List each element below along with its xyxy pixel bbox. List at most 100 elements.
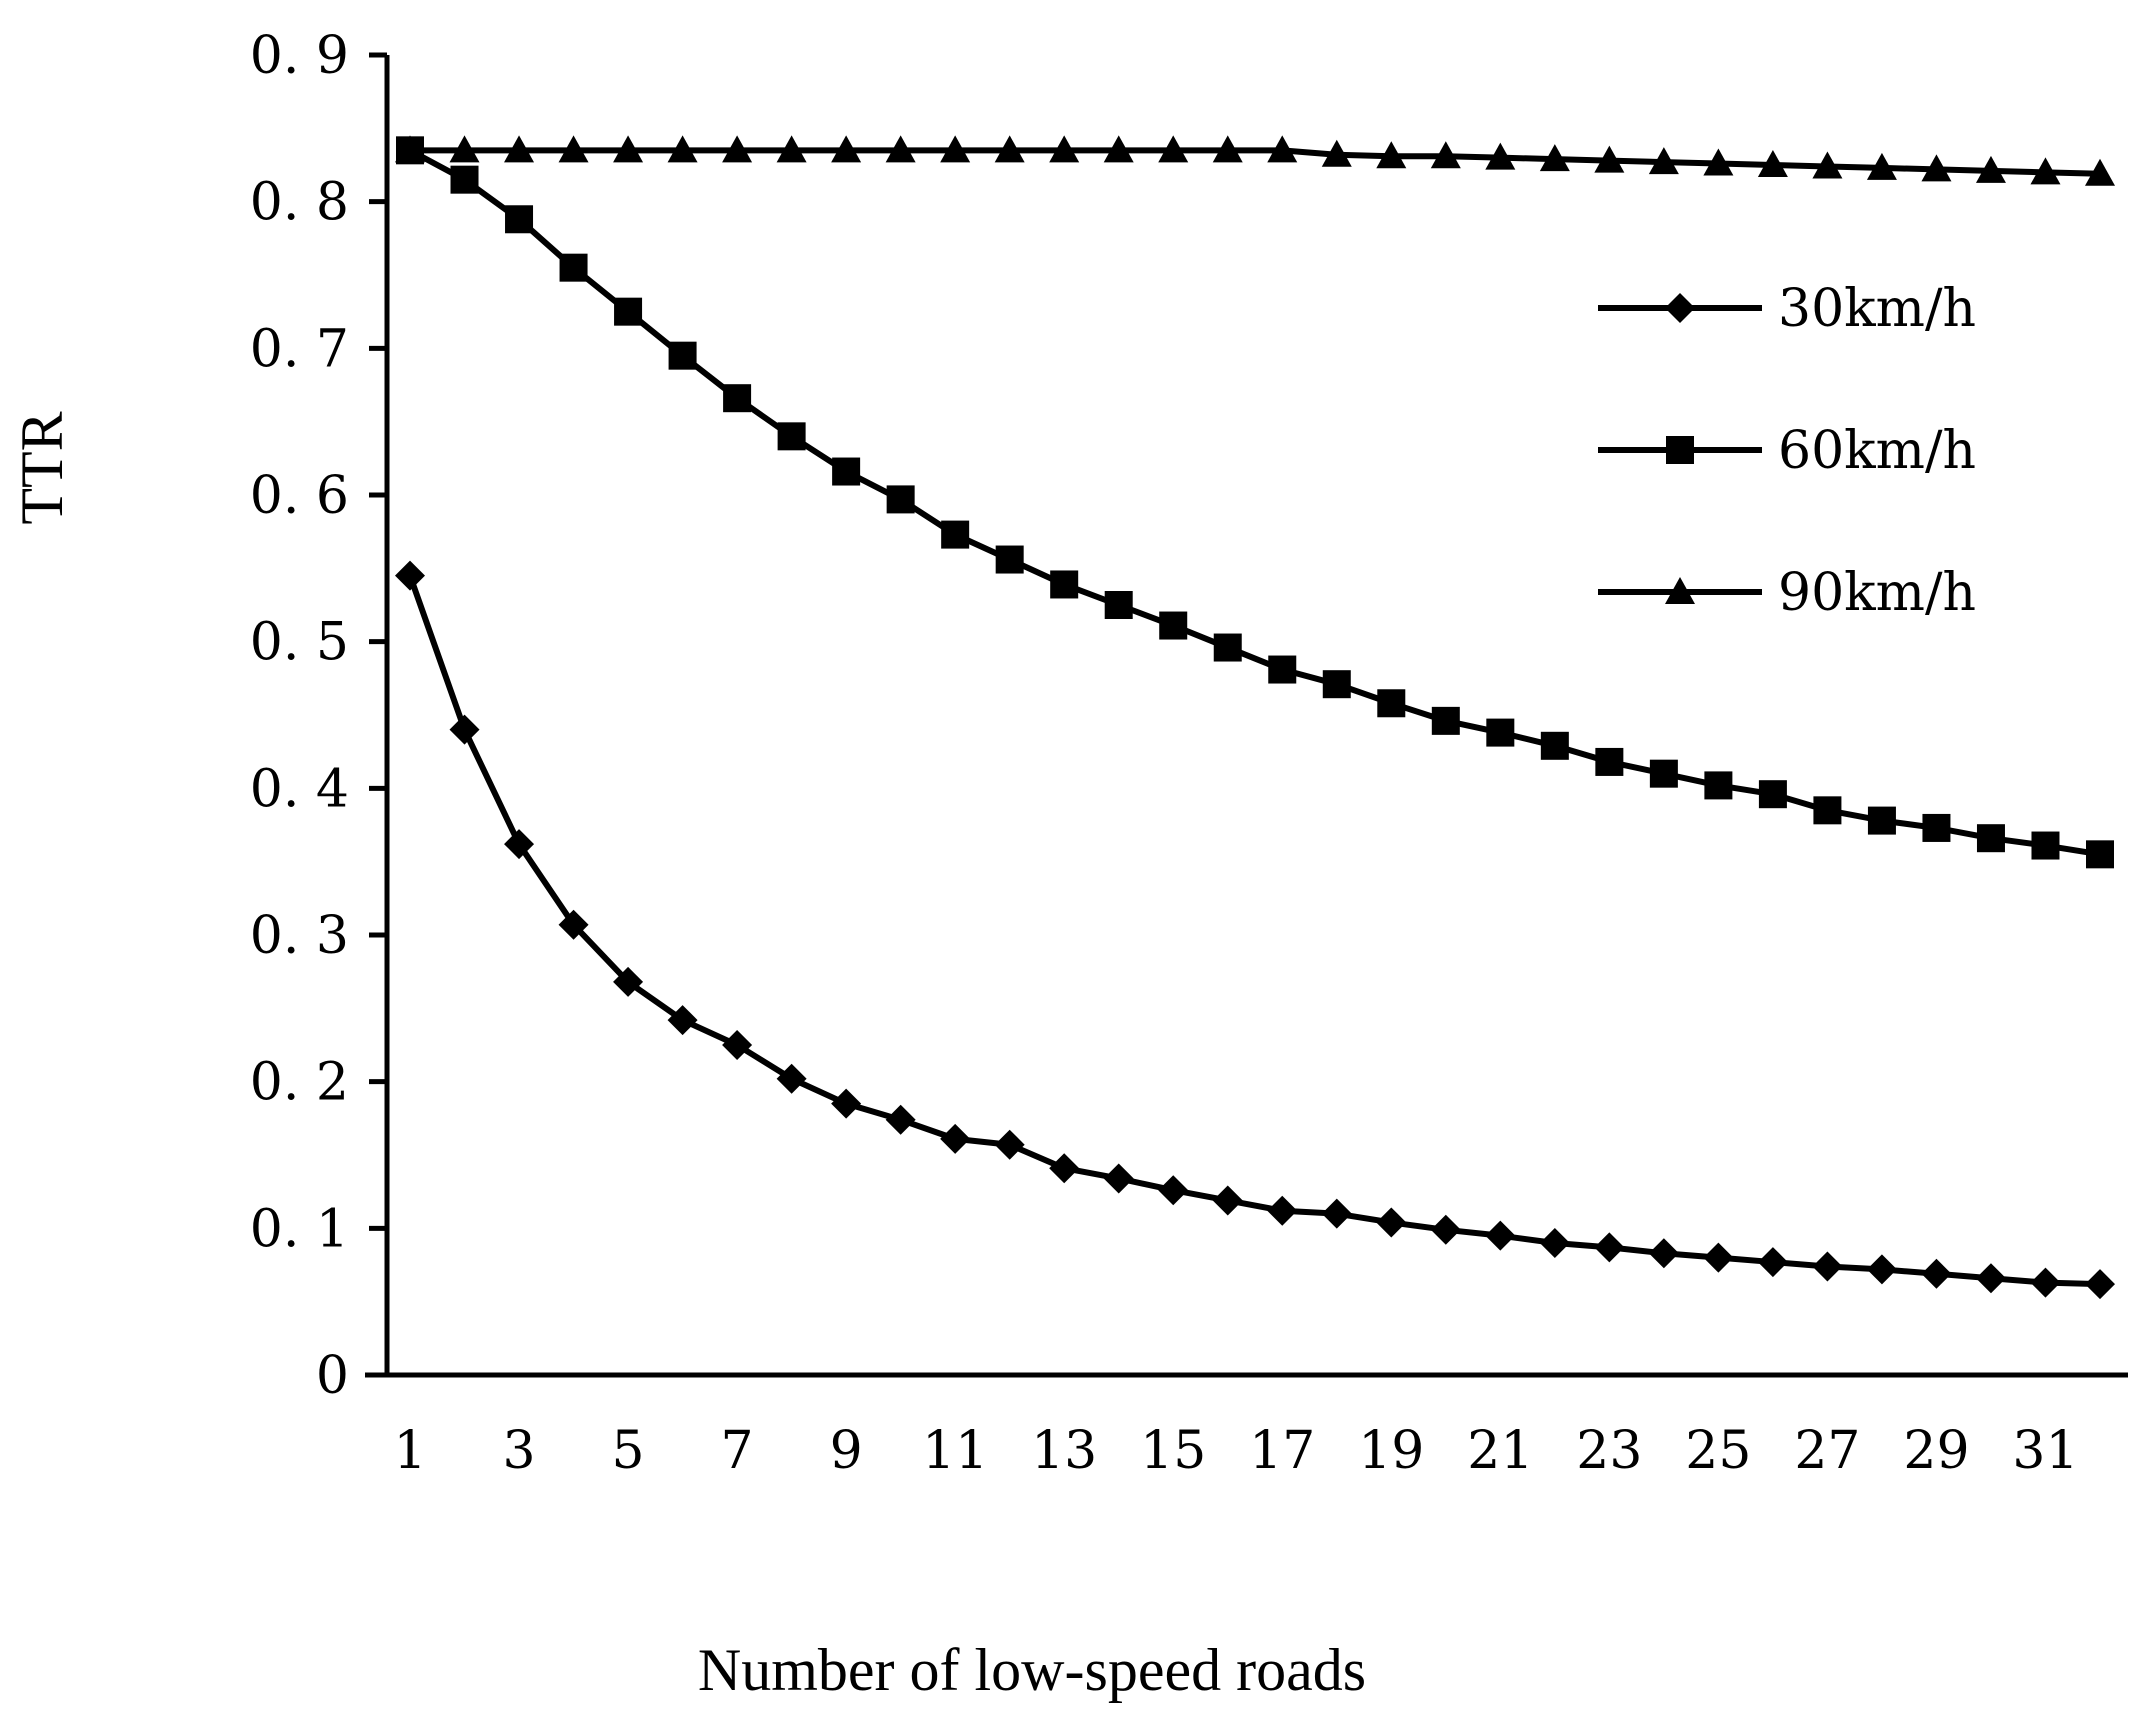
data-point (885, 135, 916, 163)
data-point (1376, 1207, 1407, 1238)
series-line (407, 574, 2101, 1288)
data-point (776, 135, 807, 163)
data-point (1540, 731, 1569, 760)
y-tick-label: 0. 6 (250, 466, 349, 526)
y-axis-ticks: 0 0. 1 0. 2 0. 3 0. 4 0. 5 0. 6 0. 7 0. 8 0. 9 (250, 26, 387, 1406)
data-point (723, 384, 752, 413)
data-point (1103, 1163, 1134, 1194)
data-point (505, 205, 534, 234)
y-tick-label: 0. 8 (250, 173, 349, 233)
x-axis-title: Number of low-speed roads (698, 1637, 1366, 1703)
x-tick-label: 19 (1358, 1421, 1424, 1481)
data-point (1159, 611, 1188, 640)
data-point (1866, 1254, 1897, 1285)
data-point (1485, 1220, 1516, 1251)
y-tick-label: 0. 5 (250, 613, 349, 673)
data-point (1268, 655, 1297, 684)
data-point (777, 422, 806, 451)
data-point (1975, 1263, 2006, 1294)
data-point (1050, 570, 1079, 599)
x-tick-label: 17 (1249, 1421, 1315, 1481)
data-point (1921, 1258, 1952, 1289)
x-tick-label: 21 (1467, 1421, 1533, 1481)
data-point (1649, 759, 1678, 788)
data-point (1213, 633, 1242, 662)
data-point (1648, 147, 1679, 175)
data-point (1595, 747, 1624, 776)
data-point (1486, 718, 1515, 747)
data-point (1703, 148, 1734, 176)
x-tick-label: 1 (393, 1421, 426, 1481)
data-point (2030, 157, 2061, 185)
axes (365, 55, 2128, 1378)
series-30kmh (395, 560, 2115, 1300)
x-tick-label: 3 (502, 1421, 535, 1481)
data-point (1757, 150, 1788, 177)
y-tick-label: 0 (316, 1346, 349, 1406)
data-point (504, 829, 535, 860)
data-point (1594, 1232, 1625, 1263)
legend-item: 30km/h (1598, 279, 1976, 339)
data-point (1212, 135, 1243, 163)
data-point (1049, 1153, 1080, 1184)
x-tick-label: 27 (1794, 1421, 1860, 1481)
data-point (940, 135, 971, 163)
legend-item: 90km/h (1598, 563, 1976, 623)
y-tick-label: 0. 2 (250, 1053, 349, 1113)
data-point (1267, 1195, 1298, 1226)
data-point (1975, 155, 2006, 183)
legend-label: 30km/h (1778, 279, 1976, 339)
data-point (395, 135, 425, 163)
series-line (408, 147, 2101, 858)
data-point (1866, 152, 1897, 180)
x-tick-label: 13 (1031, 1421, 1097, 1481)
data-point (1104, 591, 1133, 619)
x-tick-label: 9 (830, 1421, 863, 1481)
data-point (395, 560, 425, 591)
data-point (1430, 1214, 1461, 1245)
data-point (940, 1123, 971, 1154)
data-point (2085, 1269, 2115, 1300)
data-point (1812, 151, 1843, 179)
data-point (1431, 706, 1460, 735)
data-point (1377, 689, 1406, 718)
data-point (668, 341, 697, 370)
x-tick-label: 29 (1903, 1421, 1969, 1481)
data-point (1212, 1185, 1243, 1216)
data-point (450, 165, 479, 194)
data-point (1758, 780, 1787, 809)
data-point (994, 1129, 1025, 1160)
data-point (1322, 670, 1351, 699)
data-point (885, 1104, 916, 1135)
x-axis-ticks: 1 3 5 7 9 11 13 15 17 19 21 23 25 27 29 31 (393, 1421, 2078, 1481)
data-point (1485, 142, 1516, 170)
data-point (776, 1063, 807, 1094)
data-point (1921, 154, 1952, 182)
data-point (449, 135, 480, 163)
data-point (2030, 1267, 2061, 1298)
y-tick-label: 0. 9 (250, 26, 349, 86)
data-point (831, 135, 862, 163)
series-layer (395, 135, 2115, 1300)
x-tick-label: 31 (2012, 1421, 2078, 1481)
y-tick-label: 0. 7 (250, 319, 349, 379)
data-point (2031, 831, 2060, 860)
data-point (449, 714, 480, 745)
series-90kmh (395, 135, 2115, 186)
x-tick-label: 25 (1685, 1421, 1751, 1481)
data-point (1703, 1242, 1734, 1273)
data-point (831, 1088, 862, 1119)
data-point (1704, 771, 1733, 800)
data-point (2086, 840, 2114, 869)
x-tick-label: 15 (1140, 1421, 1206, 1481)
data-point (1267, 135, 1298, 163)
x-tick-label: 5 (612, 1421, 645, 1481)
legend-marker (1665, 577, 1695, 604)
data-point (613, 135, 644, 163)
x-tick-label: 11 (922, 1421, 988, 1481)
data-point (1922, 813, 1951, 842)
data-point (1321, 139, 1352, 167)
legend-marker (1665, 293, 1695, 323)
data-point (1158, 135, 1189, 163)
